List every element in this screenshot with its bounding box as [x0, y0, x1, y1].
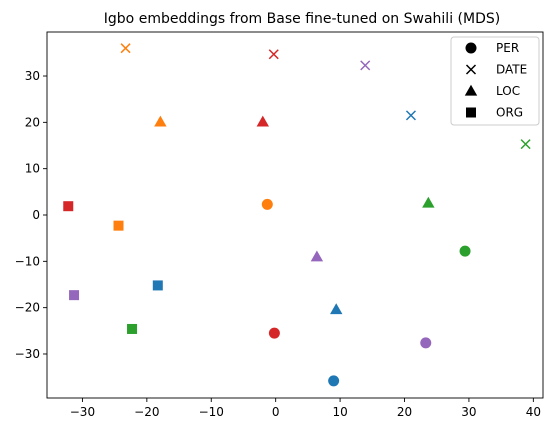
data-point-square	[113, 220, 124, 231]
data-point-x	[360, 60, 371, 71]
data-point-x	[120, 43, 131, 54]
data-point-x	[405, 110, 416, 121]
data-point-circle	[420, 337, 432, 349]
data-point-triangle	[422, 196, 435, 208]
y-tick-label: 10	[25, 162, 40, 176]
y-tick-label: −10	[15, 254, 40, 268]
data-point-circle	[261, 198, 273, 210]
data-point-circle	[459, 245, 471, 257]
data-point-square	[69, 290, 80, 301]
x-tick-label: −20	[134, 405, 159, 419]
y-axis: −30 −20 −10 0 10 20 30	[15, 69, 47, 361]
x-tick-label: 0	[272, 405, 280, 419]
data-point-x	[520, 139, 531, 150]
x-tick-label: 10	[332, 405, 347, 419]
legend-label: LOC	[496, 84, 520, 98]
legend-label: DATE	[496, 63, 527, 77]
legend-label: ORG	[496, 106, 523, 120]
legend-marker-triangle	[464, 84, 478, 96]
x-tick-label: 30	[461, 405, 476, 419]
legend: PER DATE LOC ORG	[450, 36, 540, 126]
data-points	[63, 43, 531, 387]
x-tick-label: 40	[526, 405, 541, 419]
x-tick-label: −30	[70, 405, 95, 419]
legend-marker-square	[466, 107, 476, 118]
legend-label: PER	[496, 41, 519, 55]
legend-marker-circle	[465, 42, 477, 54]
y-tick-label: −30	[15, 347, 40, 361]
data-point-triangle	[310, 250, 324, 262]
data-point-triangle	[154, 115, 167, 127]
legend-marker-x	[465, 64, 477, 75]
x-tick-label: −10	[199, 405, 224, 419]
data-point-square	[127, 323, 138, 334]
chart-title: Igbo embeddings from Base fine-tuned on …	[104, 11, 500, 27]
y-tick-label: 0	[32, 208, 40, 222]
y-tick-label: 30	[25, 69, 40, 83]
y-tick-label: −20	[15, 301, 40, 315]
data-point-square	[152, 280, 163, 291]
legend-box	[450, 36, 540, 126]
data-point-triangle	[330, 303, 343, 315]
data-point-triangle	[256, 115, 269, 127]
data-point-circle	[268, 327, 280, 339]
x-axis: −30 −20 −10 0 10 20 30 40	[70, 398, 541, 419]
data-point-circle	[328, 375, 340, 387]
data-point-x	[268, 49, 279, 60]
x-tick-label: 20	[397, 405, 412, 419]
data-point-square	[63, 201, 74, 212]
y-tick-label: 20	[25, 115, 40, 129]
